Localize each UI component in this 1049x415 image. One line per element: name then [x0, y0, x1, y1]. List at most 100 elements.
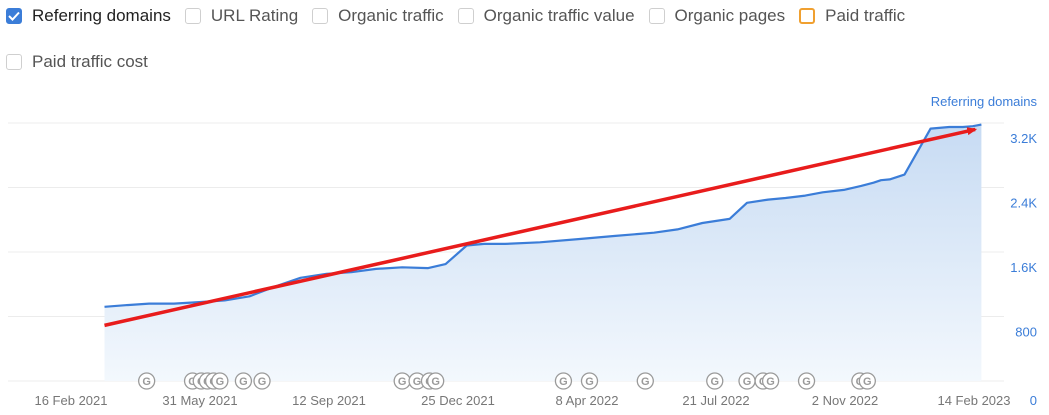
y-tick-label: 800 [1015, 325, 1037, 340]
svg-text:G: G [258, 376, 267, 388]
data-point[interactable] [858, 183, 864, 189]
svg-text:G: G [641, 376, 650, 388]
data-point[interactable] [878, 177, 884, 183]
data-point[interactable] [373, 266, 379, 272]
x-tick-label: 16 Feb 2021 [34, 393, 107, 408]
google-update-icon[interactable]: G [427, 372, 445, 390]
svg-text:G: G [216, 376, 225, 388]
checkbox[interactable] [184, 8, 201, 24]
y-tick-label: 0 [1030, 393, 1037, 408]
metric-paid-traffic-cost[interactable]: Paid traffic cost [6, 50, 148, 74]
data-point[interactable] [575, 236, 581, 242]
data-point[interactable] [675, 226, 681, 232]
google-update-icon[interactable]: G [554, 372, 573, 390]
google-update-icon[interactable]: G [234, 372, 253, 390]
metric-organic-traffic-value[interactable]: Organic traffic value [457, 4, 635, 28]
svg-text:G: G [802, 376, 811, 388]
metric-url-rating[interactable]: URL Rating [184, 4, 299, 28]
x-tick-label: 12 Sep 2021 [292, 393, 366, 408]
google-update-icon[interactable]: G [738, 372, 756, 390]
google-update-icon[interactable]: G [706, 372, 724, 390]
data-point[interactable] [887, 176, 893, 182]
data-point[interactable] [841, 187, 847, 193]
checkbox[interactable] [648, 8, 665, 24]
metric-label: Organic pages [674, 6, 786, 25]
svg-text:G: G [142, 376, 151, 388]
x-tick-label: 2 Nov 2022 [812, 393, 879, 408]
data-point[interactable] [727, 216, 733, 222]
google-update-markers: GGGGGGGGGGGGGGGGGGGGGG [138, 372, 876, 390]
x-tick-label: 8 Apr 2022 [556, 393, 619, 408]
data-point[interactable] [171, 301, 177, 307]
data-point[interactable] [928, 126, 934, 132]
checkbox[interactable] [6, 8, 22, 24]
metric-label: Organic traffic value [483, 6, 635, 25]
svg-text:G: G [585, 376, 594, 388]
data-point[interactable] [802, 193, 808, 199]
metric-organic-traffic[interactable]: Organic traffic [312, 4, 444, 28]
x-tick-label: 14 Feb 2023 [937, 393, 1010, 408]
y-tick-label: 1.6K [1010, 260, 1037, 275]
data-point[interactable] [613, 233, 619, 239]
svg-text:G: G [559, 376, 568, 388]
data-point[interactable] [902, 172, 908, 178]
metric-paid-traffic[interactable]: Paid traffic [799, 4, 905, 28]
checkbox[interactable] [6, 54, 22, 70]
svg-text:G: G [710, 376, 719, 388]
metric-referring-domains[interactable]: Referring domains [6, 4, 171, 28]
y-tick-label: 3.2K [1010, 131, 1037, 146]
svg-text:G: G [398, 376, 407, 388]
checkbox[interactable] [799, 8, 816, 24]
metric-label: URL Rating [210, 6, 299, 25]
metric-label: Paid traffic [825, 6, 906, 25]
metric-label: Organic traffic [338, 6, 444, 25]
metric-organic-pages[interactable]: Organic pages [648, 4, 786, 28]
data-point[interactable] [960, 124, 966, 130]
trend-arrow [104, 127, 978, 328]
google-update-icon[interactable]: G [797, 372, 816, 390]
data-point[interactable] [820, 189, 826, 195]
data-point[interactable] [399, 264, 405, 270]
svg-text:G: G [239, 376, 248, 388]
data-point[interactable] [123, 302, 129, 308]
data-point[interactable] [425, 265, 431, 271]
google-update-icon[interactable]: G [393, 372, 411, 390]
data-point[interactable] [537, 239, 543, 245]
data-point[interactable] [651, 230, 657, 236]
metric-label: Paid traffic cost [32, 52, 148, 71]
google-update-icon[interactable]: G [761, 372, 780, 390]
x-axis-ticks: 16 Feb 2021 31 May 2021 12 Sep 2021 25 Dec … [34, 393, 1010, 408]
y-axis-title: Referring domains [931, 94, 1038, 109]
svg-text:G: G [188, 376, 197, 388]
svg-text:G: G [766, 376, 775, 388]
google-update-icon[interactable]: G [253, 372, 271, 390]
data-point[interactable] [443, 261, 449, 267]
metric-label: Referring domains [32, 6, 171, 25]
svg-text:G: G [743, 376, 752, 388]
y-tick-label: 2.4K [1010, 196, 1037, 211]
data-point[interactable] [502, 241, 508, 247]
data-point[interactable] [783, 195, 789, 201]
svg-text:G: G [431, 376, 440, 388]
data-point[interactable] [699, 220, 705, 226]
google-update-icon[interactable]: G [138, 372, 156, 390]
checkbox[interactable] [457, 8, 474, 24]
metric-selector: Referring domains URL Rating Organic traff… [6, 4, 1046, 74]
data-point[interactable] [946, 124, 952, 130]
svg-text:G: G [413, 376, 422, 388]
google-update-icon[interactable]: G [580, 372, 599, 390]
google-update-icon[interactable]: G [636, 372, 654, 390]
data-point[interactable] [871, 180, 877, 186]
checkbox[interactable] [312, 8, 329, 24]
series-area-fill [104, 124, 982, 381]
data-point[interactable] [978, 122, 984, 128]
google-update-icon[interactable]: G [858, 372, 876, 390]
x-tick-label: 25 Dec 2021 [421, 393, 495, 408]
data-point[interactable] [765, 197, 771, 203]
google-update-icon[interactable]: G [211, 372, 229, 390]
data-point[interactable] [146, 301, 152, 307]
data-point[interactable] [102, 304, 108, 310]
trend-arrow-group [104, 127, 978, 328]
data-point[interactable] [744, 200, 750, 206]
